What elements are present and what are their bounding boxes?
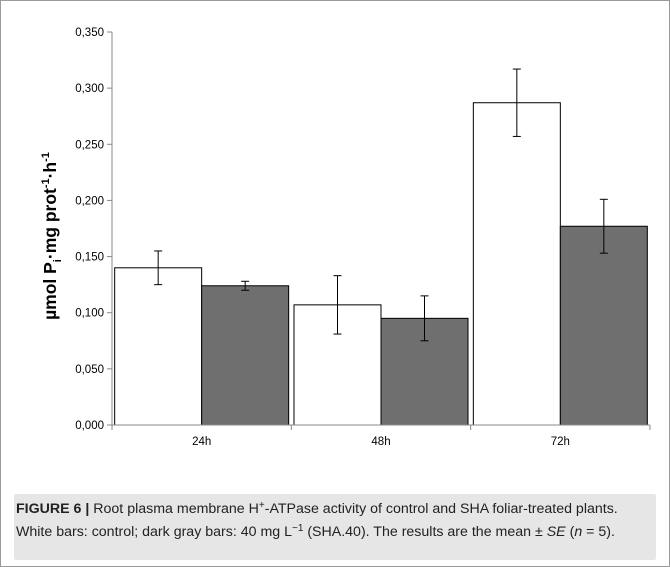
- caption-se: SE: [546, 524, 566, 540]
- ylabel-part-1: µmol P: [40, 262, 60, 320]
- caption-label: FIGURE 6 |: [16, 501, 90, 517]
- caption-n: n: [574, 524, 583, 540]
- y-axis-label: µmol Pi·mg prot-1·h-1: [40, 152, 64, 320]
- bar-chart: µmol Pi·mg prot-1·h-1 0,0000,0500,1000,1…: [40, 27, 651, 448]
- caption-box: [14, 494, 656, 560]
- caption-sup-plus: +: [258, 500, 265, 511]
- y-tick-label: 0,050: [75, 364, 104, 376]
- y-tick-label: 0,150: [75, 252, 104, 264]
- caption-text-2: -ATPase activity of control and SHA foli…: [16, 501, 618, 540]
- svg-text:µmol Pi·mg prot-1·h-1: µmol Pi·mg prot-1·h-1: [40, 152, 64, 320]
- bar-24h-s0: [114, 267, 203, 426]
- caption-text-5: = 5).: [582, 524, 615, 540]
- ylabel-part-3: ·h: [40, 162, 60, 179]
- x-tick-label: 24h: [192, 436, 211, 448]
- ylabel-sup-1: -1: [40, 178, 52, 188]
- ylabel-part-2: ·mg prot: [40, 188, 60, 259]
- caption-sup-minus1: −1: [291, 523, 304, 534]
- ylabel-sub-i: i: [52, 259, 64, 262]
- x-tick-label: 72h: [551, 436, 570, 448]
- caption-text-1: Root plasma membrane H: [89, 501, 259, 517]
- y-tick-label: 0,350: [75, 27, 104, 39]
- y-tick-label: 0,300: [75, 83, 104, 95]
- figure-caption: FIGURE 6 | Root plasma membrane H+-ATPas…: [16, 498, 654, 544]
- y-tick-label: 0,200: [75, 195, 104, 207]
- caption-text-4: (: [565, 524, 575, 540]
- ylabel-sup-2: -1: [40, 152, 52, 162]
- caption-text-3: (SHA.40). The results are the mean ±: [303, 524, 547, 540]
- x-tick-label: 48h: [371, 436, 390, 448]
- y-tick-label: 0,000: [75, 420, 104, 432]
- y-tick-label: 0,100: [75, 308, 104, 320]
- bar-24h-s1: [201, 285, 290, 426]
- y-tick-label: 0,250: [75, 139, 104, 151]
- bar-72h-s1: [559, 225, 648, 426]
- bar-72h-s0: [472, 102, 561, 426]
